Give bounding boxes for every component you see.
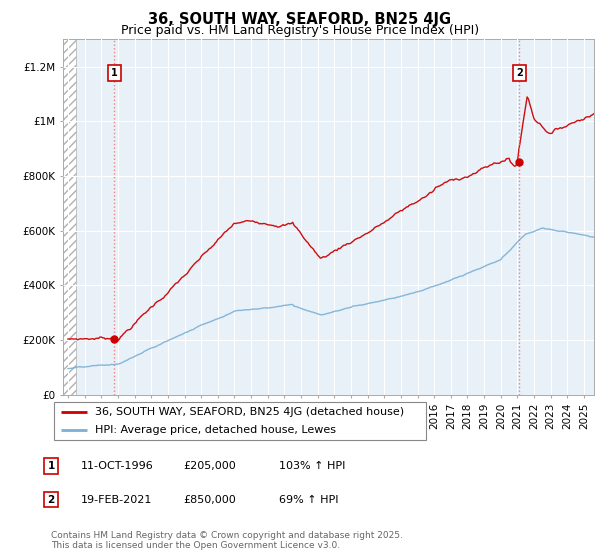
Text: 103% ↑ HPI: 103% ↑ HPI	[279, 461, 346, 471]
Text: £850,000: £850,000	[183, 494, 236, 505]
Text: 11-OCT-1996: 11-OCT-1996	[81, 461, 154, 471]
Text: Contains HM Land Registry data © Crown copyright and database right 2025.
This d: Contains HM Land Registry data © Crown c…	[51, 531, 403, 550]
Text: 1: 1	[111, 68, 118, 78]
Text: 1: 1	[47, 461, 55, 471]
Text: HPI: Average price, detached house, Lewes: HPI: Average price, detached house, Lewe…	[95, 425, 336, 435]
FancyBboxPatch shape	[54, 402, 426, 440]
Text: 2: 2	[516, 68, 523, 78]
Text: Price paid vs. HM Land Registry's House Price Index (HPI): Price paid vs. HM Land Registry's House …	[121, 24, 479, 36]
Text: 69% ↑ HPI: 69% ↑ HPI	[279, 494, 338, 505]
Text: 36, SOUTH WAY, SEAFORD, BN25 4JG (detached house): 36, SOUTH WAY, SEAFORD, BN25 4JG (detach…	[95, 407, 404, 417]
Text: £205,000: £205,000	[183, 461, 236, 471]
Text: 19-FEB-2021: 19-FEB-2021	[81, 494, 152, 505]
Text: 36, SOUTH WAY, SEAFORD, BN25 4JG: 36, SOUTH WAY, SEAFORD, BN25 4JG	[148, 12, 452, 27]
Bar	[55, 39, 76, 395]
Text: 2: 2	[47, 494, 55, 505]
